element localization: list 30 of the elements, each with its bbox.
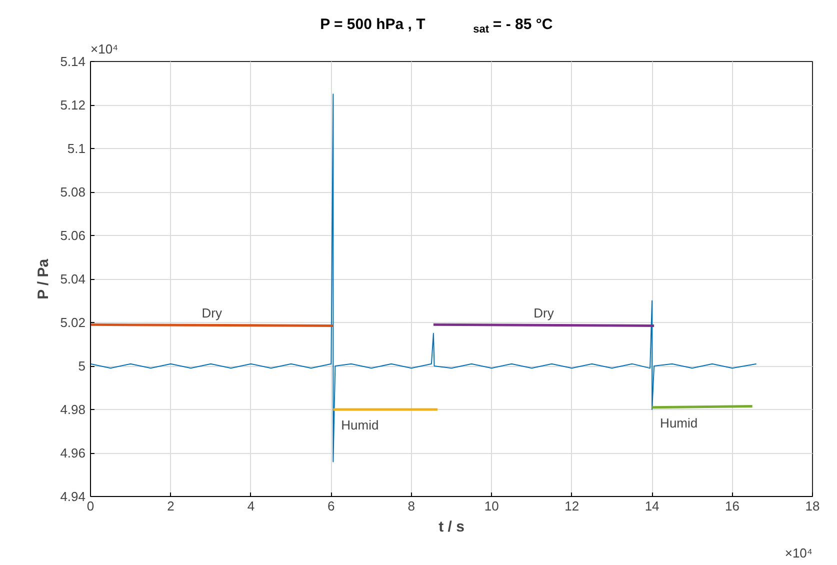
y-tick-label: 5.06: [60, 228, 86, 243]
y-tick-label: 5.04: [60, 272, 86, 286]
y-tick-label: 5.12: [60, 98, 86, 112]
x-tick-label: 4: [247, 498, 255, 514]
annotation: Humid: [660, 415, 698, 430]
y-tick-label: 5.1: [67, 141, 86, 156]
x-axis-title: t / s: [438, 518, 464, 536]
y-tick-label: 4.94: [60, 489, 86, 504]
x-tick-label: 16: [725, 498, 740, 514]
annotation: Dry: [534, 306, 554, 321]
y-tick-label: 4.98: [60, 402, 86, 417]
x-tick-label: 10: [484, 498, 499, 514]
annotation: Humid: [341, 418, 379, 432]
x-tick-label: 8: [408, 498, 416, 514]
y-tick-label: 5.08: [60, 184, 86, 200]
x-tick-label: 14: [644, 498, 660, 514]
x-tick-label: 2: [167, 498, 174, 514]
y-axis-title: P / Pa: [35, 258, 52, 300]
x-tick-label: 0: [86, 498, 94, 514]
text: ×10⁴: [784, 546, 813, 560]
y-tick-label: 4.96: [60, 446, 86, 460]
annotation: Dry: [202, 306, 222, 321]
y-tick-label: 5.14: [60, 54, 86, 69]
line-series: [90, 94, 757, 462]
y-tick-label: 5.02: [60, 315, 86, 330]
x-tick-label: 12: [564, 498, 580, 514]
x-tick-label: 6: [328, 498, 335, 514]
text: ×10⁴: [90, 42, 118, 56]
y-tick-label: 5: [78, 358, 86, 374]
x-tick-label: 18: [805, 498, 820, 514]
